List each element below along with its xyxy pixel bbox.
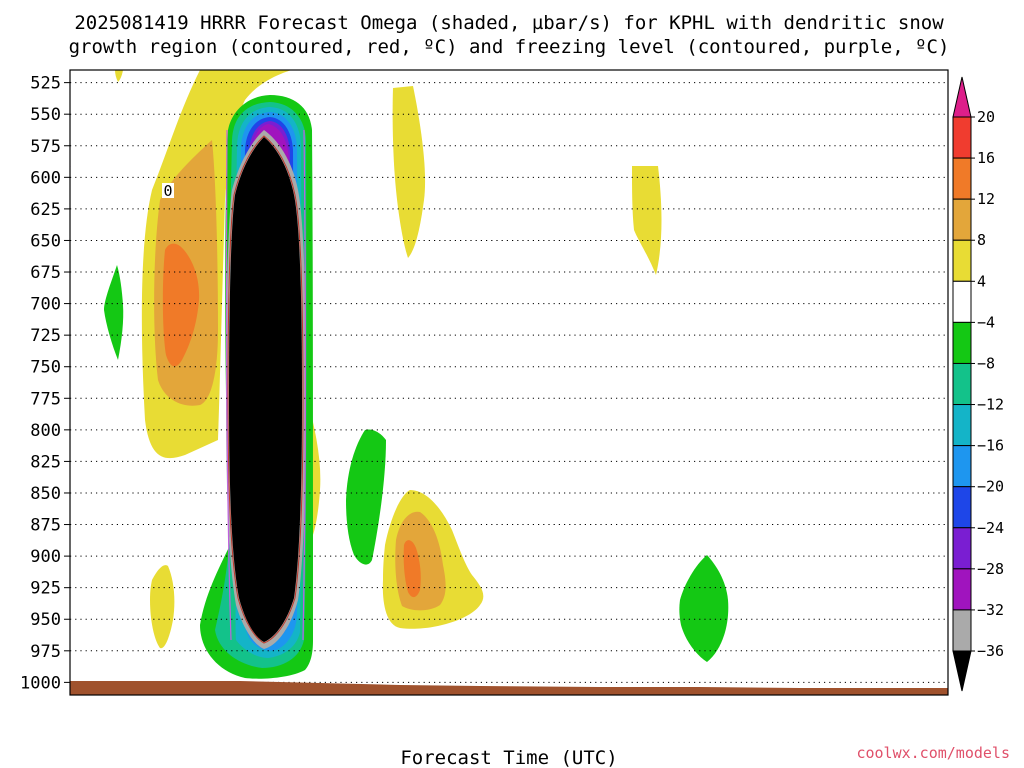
colorbar-band — [952, 404, 972, 447]
colorbar-band — [952, 321, 972, 364]
colorbar-band — [952, 362, 972, 406]
colorbar-band — [952, 609, 972, 652]
colorbar-label: −4 — [977, 313, 995, 331]
y-tick-label: 750 — [30, 358, 61, 378]
colorbar-band — [952, 198, 972, 241]
colorbar-band — [952, 239, 972, 282]
colorbar-label: −28 — [977, 560, 1004, 578]
colorbar-band — [952, 486, 972, 529]
y-tick-label: 950 — [30, 610, 61, 630]
colorbar-label: −20 — [977, 478, 1004, 496]
plot-grid — [70, 82, 948, 683]
credit-text: coolwx.com/models — [856, 744, 1010, 762]
colorbar-extend-bottom — [952, 650, 972, 692]
y-tick-label: 525 — [30, 74, 61, 94]
y-tick-label: 825 — [30, 452, 61, 472]
y-tick-label: 775 — [30, 389, 61, 409]
y-tick-label: 600 — [30, 168, 61, 188]
chart-title-line1: 2025081419 HRRR Forecast Omega (shaded, … — [74, 12, 944, 34]
colorbar-label: 16 — [977, 149, 995, 167]
y-axis: 525 550 575 600 625 650 675 700 725 750 775 800 825 8… — [20, 74, 70, 693]
freezing-level-label: 0 — [163, 182, 172, 200]
y-tick-label: 850 — [30, 484, 61, 504]
y-tick-label: 875 — [30, 516, 61, 536]
colorbar-band — [952, 157, 972, 200]
colorbar-band — [952, 527, 972, 570]
colorbar-band — [952, 116, 972, 159]
colorbar-band — [952, 445, 972, 488]
colorbar-label: −8 — [977, 354, 995, 372]
colorbar-label: −32 — [977, 601, 1004, 619]
freezing-level-label-group: 0 — [162, 182, 174, 200]
y-tick-label: 725 — [30, 326, 61, 346]
colorbar-label: 20 — [977, 108, 995, 126]
terrain-surface — [70, 681, 948, 695]
colorbar-label: 8 — [977, 231, 986, 249]
colorbar-label: −12 — [977, 396, 1004, 414]
colorbar-label: −24 — [977, 519, 1004, 537]
y-tick-label: 550 — [30, 105, 61, 125]
colorbar: 20 16 12 8 4 −4 −8 −12 −16 −20 −24 −28 −32 −36 — [952, 76, 1004, 692]
y-tick-label: 800 — [30, 421, 61, 441]
x-axis-label: Forecast Time (UTC) — [400, 747, 617, 768]
omega-shading-black — [229, 137, 302, 642]
colorbar-label: 4 — [977, 272, 986, 290]
y-tick-label: 625 — [30, 200, 61, 220]
y-tick-label: 675 — [30, 263, 61, 283]
colorbar-extend-top — [952, 76, 972, 118]
colorbar-label: −16 — [977, 437, 1004, 455]
y-tick-label: 900 — [30, 547, 61, 567]
y-tick-label: 700 — [30, 295, 61, 315]
colorbar-band — [952, 568, 972, 611]
dendritic-growth-contour — [227, 135, 304, 644]
core-outline-purple — [225, 129, 306, 641]
y-tick-label: 925 — [30, 579, 61, 599]
colorbar-label: −36 — [977, 642, 1004, 660]
plot-area — [70, 70, 948, 695]
plot-frame — [69, 69, 949, 696]
y-tick-label: 650 — [30, 231, 61, 251]
chart-title-line2: growth region (contoured, red, ºC) and f… — [69, 36, 950, 58]
y-tick-label: 975 — [30, 642, 61, 662]
y-tick-label: 1000 — [20, 673, 61, 693]
colorbar-band — [952, 280, 972, 323]
y-tick-label: 575 — [30, 137, 61, 157]
colorbar-label: 12 — [977, 190, 995, 208]
